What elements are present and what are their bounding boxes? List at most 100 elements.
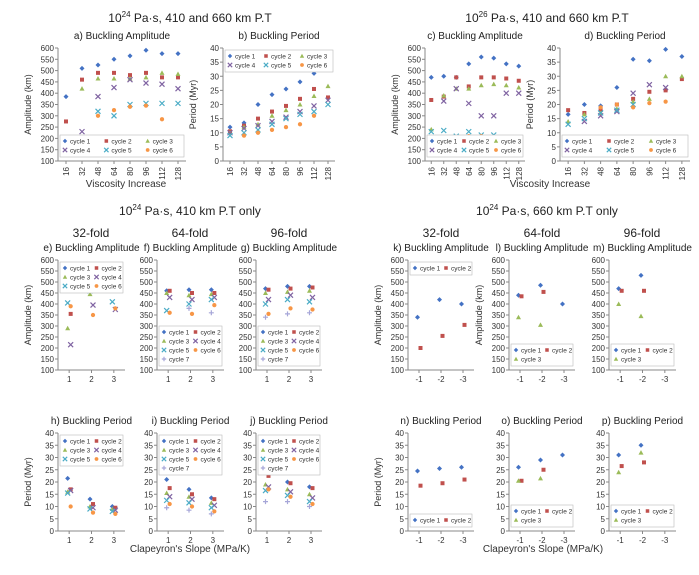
legend-marker bbox=[613, 347, 619, 353]
data-point bbox=[519, 478, 524, 483]
legend-marker bbox=[260, 338, 266, 343]
data-point bbox=[68, 504, 73, 509]
legend-marker bbox=[264, 54, 268, 58]
x-tick-label: 128 bbox=[678, 166, 687, 180]
x-tick-label: -1 bbox=[415, 536, 423, 545]
data-point bbox=[478, 112, 485, 119]
data-point bbox=[68, 304, 73, 309]
y-tick-label: 40 bbox=[243, 429, 252, 438]
y-tick-label: 200 bbox=[592, 344, 606, 353]
x-tick-label: -3 bbox=[459, 375, 467, 384]
y-tick-label: 250 bbox=[140, 333, 154, 342]
legend-entry: cycle 1 bbox=[70, 139, 91, 146]
x-tick-label: 80 bbox=[477, 166, 486, 175]
legend-entry: cycle 1 bbox=[235, 54, 256, 61]
data-point bbox=[266, 487, 271, 492]
data-point bbox=[186, 301, 192, 307]
legend-marker bbox=[300, 63, 304, 67]
data-point bbox=[164, 505, 170, 511]
data-point bbox=[307, 288, 312, 293]
data-point bbox=[326, 95, 330, 100]
y-tick-label: 300 bbox=[391, 322, 405, 331]
legend-marker bbox=[62, 283, 68, 289]
legend-entry: cycle 7 bbox=[268, 357, 289, 364]
legend-marker bbox=[462, 139, 466, 143]
y-tick-label: 500 bbox=[492, 278, 506, 287]
x-tick-label: 16 bbox=[564, 166, 573, 175]
data-point bbox=[263, 499, 268, 505]
data-point bbox=[269, 92, 275, 98]
y-tick-label: 5 bbox=[552, 143, 557, 152]
legend-box bbox=[510, 343, 574, 367]
data-point bbox=[297, 122, 303, 127]
data-point bbox=[566, 108, 571, 113]
data-point bbox=[284, 103, 288, 108]
y-tick-label: 200 bbox=[140, 344, 154, 353]
data-point bbox=[516, 464, 521, 470]
data-point bbox=[189, 296, 195, 303]
group-label: 64-fold bbox=[172, 226, 209, 240]
legend-entry: cycle 3 bbox=[307, 54, 328, 61]
data-point bbox=[519, 294, 524, 299]
data-point bbox=[441, 73, 447, 79]
legend-entry: cycle 1 bbox=[420, 518, 441, 525]
y-tick-label: 100 bbox=[408, 157, 422, 166]
data-point bbox=[186, 499, 192, 506]
chart-title: a) Buckling Amplitude bbox=[74, 31, 171, 42]
y-tick-label: 550 bbox=[140, 267, 154, 276]
data-point bbox=[541, 289, 546, 294]
y-tick-label: 35 bbox=[243, 441, 252, 450]
legend-marker bbox=[193, 330, 198, 334]
chart-o: o) Buckling Period 0 5 10 15 20 25 30 35 40 -1 -2 -3… bbox=[496, 416, 582, 545]
legend-entry: cycle 5 bbox=[271, 63, 292, 70]
data-point bbox=[176, 75, 180, 80]
legend-marker bbox=[564, 138, 570, 144]
x-tick-label: -1 bbox=[617, 375, 625, 384]
y-tick-label: 200 bbox=[239, 344, 253, 353]
y-tick-label: 25 bbox=[496, 466, 505, 475]
x-tick-label: 1 bbox=[265, 536, 270, 545]
data-point bbox=[212, 497, 217, 502]
data-point bbox=[127, 104, 133, 109]
data-point bbox=[288, 494, 293, 499]
y-tick-label: 400 bbox=[408, 89, 422, 98]
legend-entry: cycle 5 bbox=[111, 148, 132, 155]
y-axis-label: Period (Myr) bbox=[525, 80, 535, 130]
legend-entry: cycle 3 bbox=[169, 448, 190, 455]
data-point bbox=[662, 84, 669, 91]
data-point bbox=[167, 310, 172, 315]
data-point bbox=[504, 76, 509, 81]
legend-marker bbox=[513, 517, 519, 522]
legend-entry: cycle 5 bbox=[614, 148, 635, 155]
x-tick-label: 112 bbox=[662, 166, 671, 179]
data-point bbox=[91, 502, 95, 507]
legend-marker bbox=[161, 356, 167, 362]
legend-entry: cycle 4 bbox=[102, 448, 123, 455]
data-point bbox=[79, 86, 85, 91]
data-point bbox=[503, 82, 509, 88]
legend-marker bbox=[62, 438, 68, 444]
data-point bbox=[325, 101, 331, 108]
y-tick-label: 450 bbox=[391, 289, 405, 298]
legend-entry: cycle 3 bbox=[268, 339, 289, 346]
y-tick-label: 100 bbox=[239, 366, 253, 375]
legend-marker bbox=[564, 147, 570, 153]
data-point bbox=[269, 113, 275, 118]
legend-marker bbox=[260, 356, 266, 362]
y-tick-label: 25 bbox=[547, 86, 556, 95]
chart-c: c) Buckling Amplitude 100 150 200 250 300 350 4… bbox=[390, 31, 525, 180]
legend-entry: cycle 3 bbox=[268, 448, 289, 455]
y-tick-label: 40 bbox=[596, 429, 605, 438]
data-point bbox=[565, 121, 572, 128]
data-point bbox=[616, 452, 622, 458]
legend-marker bbox=[145, 138, 150, 143]
data-point bbox=[638, 450, 644, 455]
y-tick-label: 15 bbox=[243, 490, 252, 499]
group-label: 96-fold bbox=[624, 226, 661, 240]
x-tick-label: -3 bbox=[560, 375, 568, 384]
y-tick-label: 20 bbox=[45, 478, 54, 487]
chart-a: a) Buckling Amplitude 100 150 200 250 300 350 4… bbox=[23, 31, 186, 180]
data-point bbox=[241, 125, 247, 132]
y-tick-label: 500 bbox=[592, 278, 606, 287]
legend-marker bbox=[193, 457, 198, 461]
